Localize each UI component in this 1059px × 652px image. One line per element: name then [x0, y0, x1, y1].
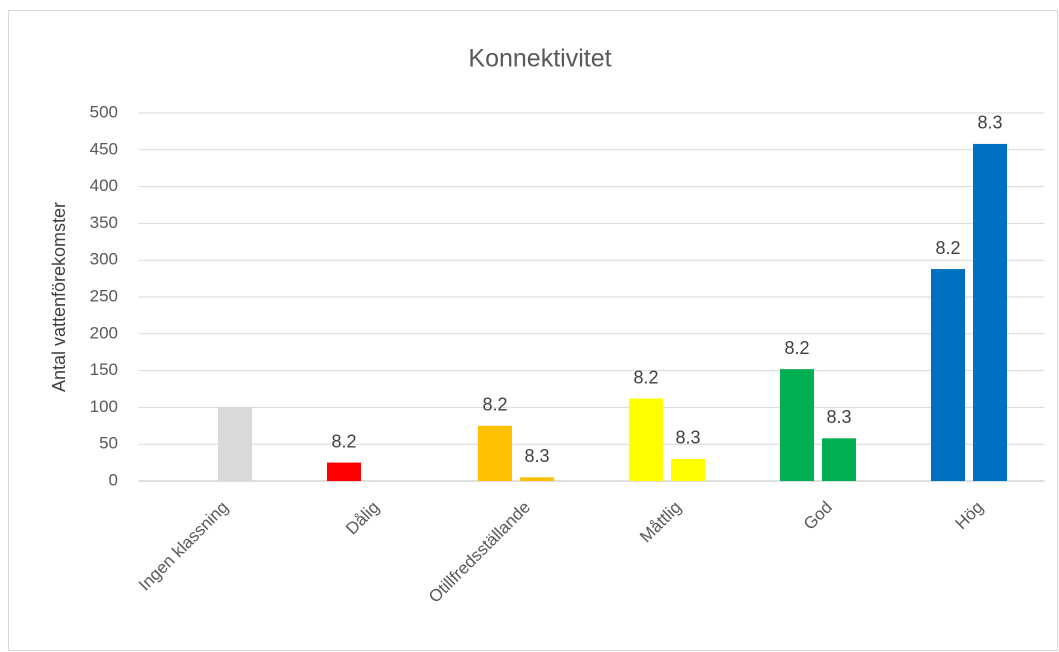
y-tick-label: 200 [90, 323, 118, 342]
bar [478, 425, 512, 481]
y-tick-label: 400 [90, 176, 118, 195]
chart-title: Konnektivitet [468, 45, 611, 73]
data-label: 8.2 [633, 367, 658, 387]
y-tick-label: 450 [90, 139, 118, 158]
data-label: 8.3 [524, 446, 549, 466]
data-label: 8.2 [331, 431, 356, 451]
data-label: 8.3 [675, 428, 700, 448]
y-tick-label: 500 [90, 102, 118, 121]
bar [973, 143, 1007, 482]
bar [629, 398, 663, 481]
y-tick-label: 300 [90, 250, 118, 269]
data-label: 8.3 [826, 407, 851, 427]
y-tick-label: 100 [90, 397, 118, 416]
bar [822, 438, 856, 481]
y-tick-label: 250 [90, 286, 118, 305]
data-label: 8.2 [482, 395, 507, 415]
chart-border [8, 10, 1058, 651]
data-label: 8.3 [977, 113, 1002, 133]
bar [780, 369, 814, 481]
y-tick-label: 150 [90, 360, 118, 379]
bar [327, 462, 361, 481]
y-tick-label: 350 [90, 213, 118, 232]
bar [671, 458, 705, 481]
y-tick-label: 50 [99, 434, 118, 453]
bar [931, 269, 965, 481]
bar [218, 407, 252, 481]
y-axis-label: Antal vattenförekomster [49, 202, 69, 392]
data-label: 8.2 [935, 238, 960, 258]
data-label: 8.2 [784, 338, 809, 358]
bar [520, 477, 554, 481]
y-tick-label: 0 [109, 470, 118, 489]
